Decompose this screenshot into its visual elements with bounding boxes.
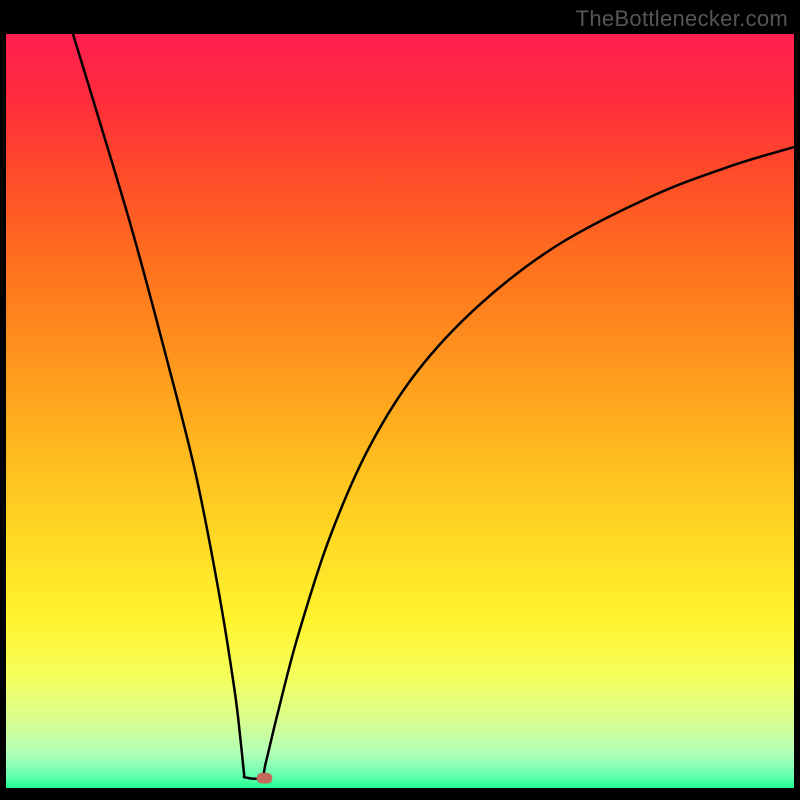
watermark-text: TheBottlenecker.com (576, 6, 788, 32)
optimal-point-marker (257, 773, 273, 784)
gradient-background (6, 34, 794, 788)
plot-svg (6, 34, 794, 788)
plot-area (6, 34, 794, 788)
